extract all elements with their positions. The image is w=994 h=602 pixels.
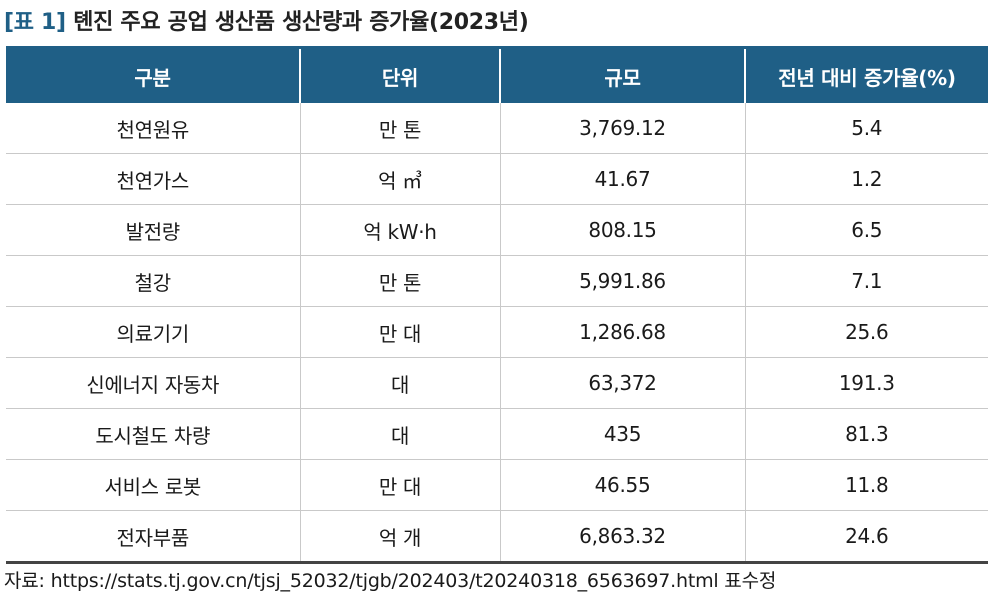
header-unit: 단위 <box>299 47 500 103</box>
cell-growth: 11.8 <box>744 459 988 511</box>
cell-category: 도시철도 차량 <box>6 408 300 460</box>
table-row: 철강 만 톤 5,991.86 7.1 <box>6 255 988 307</box>
header-row: 구분 단위 규모 전년 대비 증가율(%) <box>6 47 988 103</box>
cell-unit: 만 톤 <box>299 103 500 154</box>
cell-growth: 24.6 <box>744 510 988 564</box>
cell-category: 의료기기 <box>6 306 300 358</box>
data-table: 구분 단위 규모 전년 대비 증가율(%) 천연원유 만 톤 3,769.12 … <box>6 46 988 564</box>
table-title: 톈진 주요 공업 생산품 생산량과 증가율(2023년) <box>73 10 529 35</box>
cell-growth: 191.3 <box>744 357 988 409</box>
cell-growth: 25.6 <box>744 306 988 358</box>
cell-category: 천연가스 <box>6 153 300 205</box>
cell-category: 천연원유 <box>6 103 300 154</box>
cell-unit: 억 kW·h <box>299 204 500 256</box>
cell-scale: 808.15 <box>499 204 745 256</box>
cell-unit: 대 <box>299 408 500 460</box>
cell-unit: 만 대 <box>299 459 500 511</box>
data-table-container: 구분 단위 규모 전년 대비 증가율(%) 천연원유 만 톤 3,769.12 … <box>6 46 988 564</box>
cell-scale: 6,863.32 <box>499 510 745 564</box>
cell-scale: 5,991.86 <box>499 255 745 307</box>
table-row: 천연가스 억 ㎥ 41.67 1.2 <box>6 153 988 205</box>
cell-scale: 63,372 <box>499 357 745 409</box>
table-row: 도시철도 차량 대 435 81.3 <box>6 408 988 460</box>
cell-growth: 5.4 <box>744 103 988 154</box>
table-row: 발전량 억 kW·h 808.15 6.5 <box>6 204 988 256</box>
table-row: 의료기기 만 대 1,286.68 25.6 <box>6 306 988 358</box>
cell-growth: 81.3 <box>744 408 988 460</box>
cell-category: 서비스 로봇 <box>6 459 300 511</box>
cell-category: 철강 <box>6 255 300 307</box>
table-row: 서비스 로봇 만 대 46.55 11.8 <box>6 459 988 511</box>
table-number: [표 1] <box>4 10 66 35</box>
cell-scale: 1,286.68 <box>499 306 745 358</box>
cell-scale: 46.55 <box>499 459 745 511</box>
header-category: 구분 <box>6 47 300 103</box>
cell-unit: 만 대 <box>299 306 500 358</box>
cell-growth: 1.2 <box>744 153 988 205</box>
cell-category: 전자부품 <box>6 510 300 564</box>
cell-unit: 만 톤 <box>299 255 500 307</box>
table-caption: [표 1] 톈진 주요 공업 생산품 생산량과 증가율(2023년) <box>4 6 529 40</box>
source-note: 자료: https://stats.tj.gov.cn/tjsj_52032/t… <box>4 570 777 592</box>
header-scale: 규모 <box>499 47 745 103</box>
cell-scale: 41.67 <box>499 153 745 205</box>
cell-growth: 7.1 <box>744 255 988 307</box>
cell-scale: 435 <box>499 408 745 460</box>
cell-unit: 억 개 <box>299 510 500 564</box>
table-body: 천연원유 만 톤 3,769.12 5.4 천연가스 억 ㎥ 41.67 1.2… <box>6 103 988 564</box>
cell-unit: 억 ㎥ <box>299 153 500 205</box>
cell-category: 신에너지 자동차 <box>6 357 300 409</box>
table-row: 신에너지 자동차 대 63,372 191.3 <box>6 357 988 409</box>
cell-scale: 3,769.12 <box>499 103 745 154</box>
table-row: 전자부품 억 개 6,863.32 24.6 <box>6 510 988 564</box>
table-row: 천연원유 만 톤 3,769.12 5.4 <box>6 103 988 154</box>
table-header: 구분 단위 규모 전년 대비 증가율(%) <box>6 47 988 103</box>
cell-category: 발전량 <box>6 204 300 256</box>
cell-growth: 6.5 <box>744 204 988 256</box>
cell-unit: 대 <box>299 357 500 409</box>
header-growth-rate: 전년 대비 증가율(%) <box>744 47 988 103</box>
